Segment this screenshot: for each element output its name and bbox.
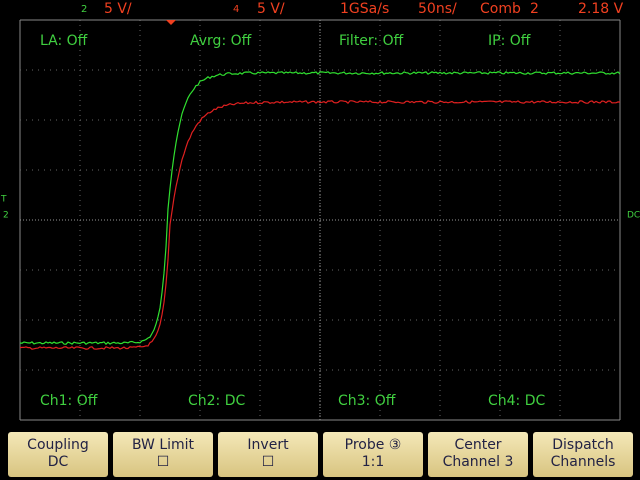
softkey-bar: Coupling DC BW Limit ☐ Invert ☐ Probe ③ 1:1 … bbox=[0, 430, 640, 480]
softkey-label: Dispatch bbox=[552, 437, 614, 453]
softkey[interactable]: Coupling DC bbox=[8, 432, 108, 477]
channel-2-trace bbox=[19, 71, 621, 345]
sample-rate: 1GSa/s bbox=[340, 1, 389, 17]
trigger-level-marker: T bbox=[0, 195, 7, 205]
bottom-label: Ch3: Off bbox=[338, 393, 396, 409]
top-label: Filter: Off bbox=[339, 33, 404, 49]
bottom-label: Ch1: Off bbox=[40, 393, 98, 409]
top-label: Avrg: Off bbox=[190, 33, 252, 49]
trigger-marker bbox=[166, 20, 176, 25]
softkey[interactable]: Invert ☐ bbox=[218, 432, 318, 477]
top-label: IP: Off bbox=[488, 33, 531, 49]
trigger-mode: Comb bbox=[480, 1, 521, 17]
trigger-level: 2.18 V bbox=[578, 1, 624, 17]
softkey-value: DC bbox=[47, 454, 69, 470]
softkey-label: BW Limit bbox=[131, 437, 195, 453]
top-label: LA: Off bbox=[40, 33, 88, 49]
softkey[interactable]: Center Channel 3 bbox=[428, 432, 528, 477]
softkey-label: Center bbox=[454, 437, 502, 453]
softkey-value: Channels bbox=[550, 454, 616, 470]
softkey-value: Channel 3 bbox=[442, 454, 514, 470]
display: 2 5 V/ 4 5 V/ 1GSa/s 50ns/ Comb 2 2.18 V… bbox=[0, 1, 640, 421]
channel-4-trace bbox=[19, 100, 621, 350]
softkey-value: ☐ bbox=[156, 454, 170, 470]
softkey-value: 1:1 bbox=[361, 454, 385, 470]
softkey-label: Invert bbox=[247, 437, 289, 453]
softkey[interactable]: BW Limit ☐ bbox=[113, 432, 213, 477]
softkey-label: Coupling bbox=[27, 437, 89, 453]
ch4-scale: 5 V/ bbox=[257, 1, 285, 17]
softkey[interactable]: Dispatch Channels bbox=[533, 432, 633, 477]
bottom-label: Ch2: DC bbox=[188, 393, 246, 409]
softkey[interactable]: Probe ③ 1:1 bbox=[323, 432, 423, 477]
coupling-marker: DC bbox=[627, 211, 640, 221]
ch4-number: 4 bbox=[233, 4, 239, 15]
ch2-number: 2 bbox=[81, 4, 87, 15]
softkey-label: Probe ③ bbox=[344, 437, 402, 453]
bottom-label: Ch4: DC bbox=[488, 393, 546, 409]
ch2-scale: 5 V/ bbox=[104, 1, 132, 17]
trigger-source: 2 bbox=[530, 1, 539, 17]
channel-marker: 2 bbox=[3, 211, 9, 221]
timebase: 50ns/ bbox=[418, 1, 457, 17]
softkey-value: ☐ bbox=[261, 454, 275, 470]
